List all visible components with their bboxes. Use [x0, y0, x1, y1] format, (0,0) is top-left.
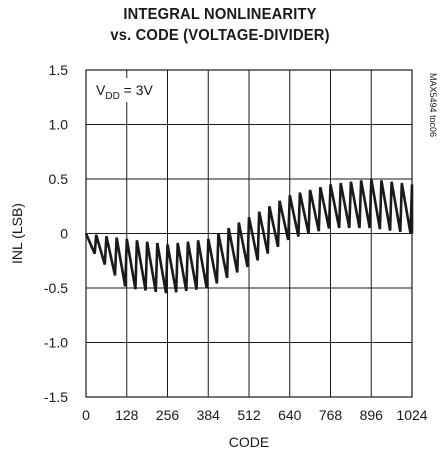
- y-tick-label: 1.5: [49, 62, 69, 78]
- figure-code-label: MAX5494 toc06: [428, 73, 438, 137]
- x-axis-label: CODE: [229, 434, 269, 450]
- vdd-annotation-subscript: DD: [105, 91, 119, 102]
- annotation-background: [92, 78, 158, 102]
- chart-title-line2: vs. CODE (VOLTAGE-DIVIDER): [110, 27, 330, 44]
- y-tick-label: -1.0: [44, 335, 68, 351]
- y-tick-label: 1.0: [49, 117, 69, 133]
- y-tick-label: 0: [60, 226, 68, 242]
- inl-series-line: [84, 178, 414, 294]
- x-tick-label: 512: [237, 407, 261, 423]
- y-tick-label: -0.5: [44, 280, 68, 296]
- x-tick-label: 1024: [396, 407, 427, 423]
- x-tick-label: 896: [360, 407, 384, 423]
- x-tick-label: 384: [197, 407, 221, 423]
- x-tick-labels: 0 128 256 384 512 640 768 896 1024: [82, 407, 428, 423]
- chart-title-line1: INTEGRAL NONLINEARITY: [123, 6, 317, 23]
- vdd-annotation-suffix: = 3V: [120, 82, 154, 98]
- vdd-annotation: VDD = 3V: [96, 82, 154, 102]
- y-axis-label: INL (LSB): [9, 203, 25, 264]
- y-tick-label: 0.5: [49, 171, 69, 187]
- vdd-annotation-prefix: V: [96, 82, 106, 98]
- x-tick-label: 0: [82, 407, 90, 423]
- y-tick-labels: 1.5 1.0 0.5 0 -0.5 -1.0 -1.5: [44, 62, 68, 405]
- y-tick-label: -1.5: [44, 389, 68, 405]
- x-tick-label: 640: [278, 407, 302, 423]
- x-tick-label: 768: [319, 407, 343, 423]
- x-tick-label: 256: [156, 407, 180, 423]
- x-tick-label: 128: [115, 407, 139, 423]
